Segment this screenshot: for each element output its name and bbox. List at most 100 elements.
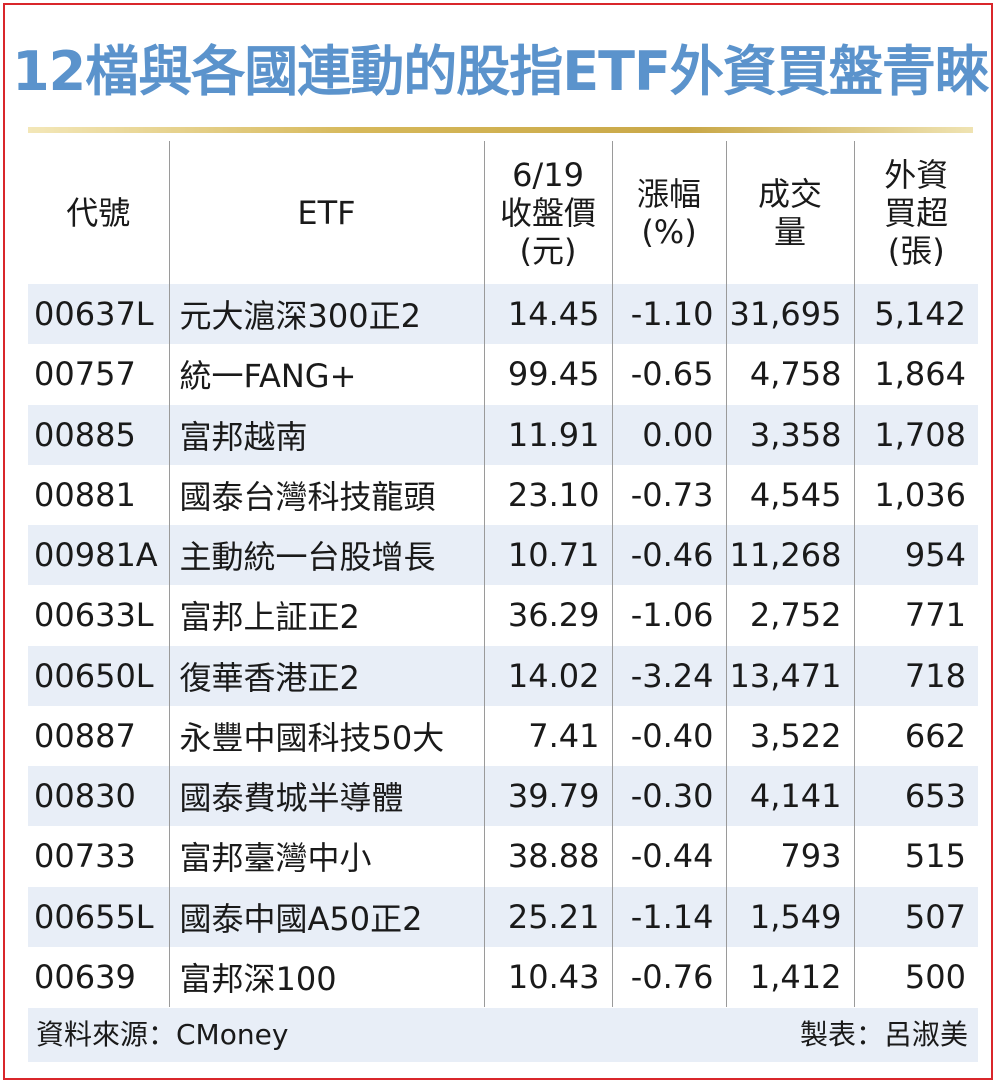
header-close-line1: 6/19 (512, 155, 584, 194)
etf-table: 代號 ETF 6/19 收盤價 (元) 漲幅 (%) 成交 量 外資 買超 (張… (28, 141, 978, 1007)
header-code: 代號 (66, 193, 131, 232)
cell-volume: 11,268 (725, 525, 854, 586)
table-row: 00633L 富邦上証正2 36.29 -1.06 2,752 771 (28, 585, 978, 646)
cell-etf-name: 國泰中國A50正2 (168, 886, 484, 947)
cell-volume: 793 (725, 826, 854, 887)
cell-close-price: 36.29 (483, 585, 612, 646)
chart-maker-note: 製表：呂淑美 (799, 1018, 968, 1051)
cell-close-price: 38.88 (483, 826, 612, 887)
table-row: 00881 國泰台灣科技龍頭 23.10 -0.73 4,545 1,036 (28, 464, 978, 525)
cell-foreign-net-buy: 718 (853, 645, 978, 706)
page-title: 12檔與各國連動的股指ETF外資買盤青睞 (12, 40, 989, 103)
cell-volume: 13,471 (725, 645, 854, 706)
cell-foreign-net-buy: 515 (853, 826, 978, 887)
cell-change-pct: -1.10 (611, 284, 726, 345)
cell-change-pct: -1.06 (611, 585, 726, 646)
cell-etf-name: 富邦越南 (168, 404, 484, 465)
header-etf: ETF (168, 141, 484, 284)
cell-volume: 1,412 (725, 946, 854, 1007)
cell-code: 00733 (34, 837, 136, 876)
cell-etf-name: 富邦深100 (168, 946, 484, 1007)
cell-volume: 4,545 (725, 464, 854, 525)
cell-close-price: 10.43 (483, 946, 612, 1007)
cell-foreign-net-buy: 662 (853, 705, 978, 766)
header-foreign-line1: 外資 (884, 155, 949, 194)
cell-volume: 3,522 (725, 705, 854, 766)
cell-change-pct: -0.65 (611, 344, 726, 405)
cell-foreign-net-buy: 1,864 (853, 344, 978, 405)
cell-code: 00887 (34, 716, 136, 755)
cell-foreign-net-buy: 500 (853, 946, 978, 1007)
header-foreign-net-buy: 外資 買超 (張) (853, 141, 978, 284)
cell-volume: 4,141 (725, 766, 854, 827)
source-note: 資料來源：CMoney (36, 1018, 289, 1051)
header-close-line3: (元) (519, 231, 577, 270)
cell-code: 00639 (34, 957, 136, 996)
cell-code: 00650L (28, 645, 169, 706)
cell-close-price: 11.91 (483, 404, 612, 465)
cell-code: 00637L (28, 284, 169, 345)
cell-change-pct: -0.30 (611, 766, 726, 827)
header-foreign-line2: 買超 (884, 193, 949, 232)
cell-close-price: 14.45 (483, 284, 612, 345)
cell-code: 00885 (28, 404, 169, 465)
cell-foreign-net-buy: 507 (853, 886, 978, 947)
cell-code: 00830 (28, 766, 169, 827)
cell-code: 00981A (28, 525, 169, 586)
cell-code: 00757 (34, 355, 136, 394)
cell-close-price: 39.79 (483, 766, 612, 827)
table-body: 00637L 元大滬深300正2 14.45 -1.10 31,695 5,142 0075… (28, 284, 978, 1007)
title-divider (28, 127, 973, 133)
table-row: 00887 永豐中國科技50大 7.41 -0.40 3,522 662 (28, 705, 978, 766)
cell-close-price: 7.41 (483, 705, 612, 766)
table-row: 00757 統一FANG+ 99.45 -0.65 4,758 1,864 (28, 344, 978, 405)
outer-frame (3, 3, 993, 1080)
cell-foreign-net-buy: 771 (853, 585, 978, 646)
header-volume: 成交 量 (725, 141, 854, 284)
cell-volume: 1,549 (725, 886, 854, 947)
cell-foreign-net-buy: 5,142 (853, 284, 978, 345)
cell-etf-name: 國泰費城半導體 (168, 766, 484, 827)
cell-code: 00633L (34, 596, 154, 635)
table-row: 00655L 國泰中國A50正2 25.21 -1.14 1,549 507 (28, 886, 978, 947)
cell-close-price: 14.02 (483, 645, 612, 706)
cell-volume: 2,752 (725, 585, 854, 646)
cell-etf-name: 元大滬深300正2 (168, 284, 484, 345)
cell-etf-name: 富邦臺灣中小 (168, 826, 484, 887)
header-change-line1: 漲幅 (636, 174, 701, 213)
cell-change-pct: -0.46 (611, 525, 726, 586)
cell-foreign-net-buy: 1,036 (853, 464, 978, 525)
header-volume-line1: 成交 (757, 174, 822, 213)
cell-foreign-net-buy: 1,708 (853, 404, 978, 465)
cell-etf-name: 永豐中國科技50大 (168, 705, 484, 766)
table-row: 00981A 主動統一台股增長 10.71 -0.46 11,268 954 (28, 525, 978, 586)
table-header-row: 代號 ETF 6/19 收盤價 (元) 漲幅 (%) 成交 量 外資 買超 (張… (28, 141, 978, 284)
header-change-line2: (%) (641, 212, 697, 251)
cell-volume: 31,695 (725, 284, 854, 345)
cell-etf-name: 復華香港正2 (168, 645, 484, 706)
cell-change-pct: -0.73 (611, 464, 726, 525)
cell-etf-name: 主動統一台股增長 (168, 525, 484, 586)
cell-volume: 3,358 (725, 404, 854, 465)
cell-foreign-net-buy: 653 (853, 766, 978, 827)
cell-change-pct: -0.44 (611, 826, 726, 887)
header-foreign-line3: (張) (887, 231, 945, 270)
cell-volume: 4,758 (725, 344, 854, 405)
cell-close-price: 23.10 (483, 464, 612, 525)
cell-close-price: 10.71 (483, 525, 612, 586)
cell-etf-name: 統一FANG+ (168, 344, 484, 405)
cell-close-price: 99.45 (483, 344, 612, 405)
table-row: 00830 國泰費城半導體 39.79 -0.30 4,141 653 (28, 766, 978, 827)
cell-close-price: 25.21 (483, 886, 612, 947)
cell-change-pct: 0.00 (611, 404, 726, 465)
header-close-line2: 收盤價 (499, 193, 596, 232)
cell-change-pct: -0.40 (611, 705, 726, 766)
table-row: 00650L 復華香港正2 14.02 -3.24 13,471 718 (28, 645, 978, 706)
cell-change-pct: -1.14 (611, 886, 726, 947)
cell-etf-name: 國泰台灣科技龍頭 (168, 464, 484, 525)
cell-change-pct: -3.24 (611, 645, 726, 706)
header-change-pct: 漲幅 (%) (611, 141, 726, 284)
table-row: 00733 富邦臺灣中小 38.88 -0.44 793 515 (28, 826, 978, 887)
cell-code: 00881 (34, 475, 136, 514)
cell-etf-name: 富邦上証正2 (168, 585, 484, 646)
